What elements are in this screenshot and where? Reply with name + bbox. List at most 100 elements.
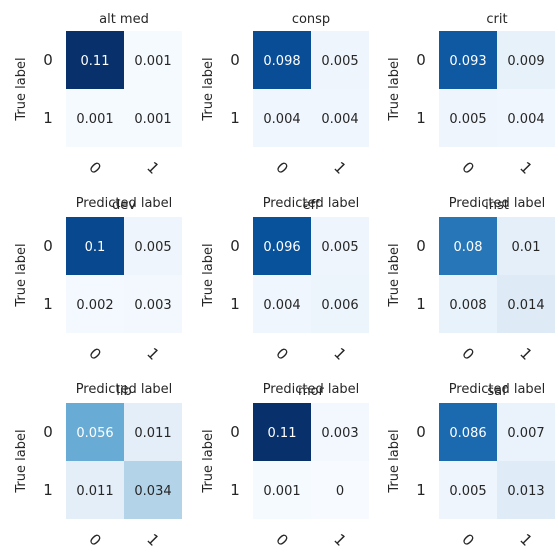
y-axis-label: True label	[14, 57, 29, 121]
panel-title: eff	[303, 198, 321, 213]
y-axis-label: True label	[14, 429, 29, 493]
cell-value-label: 0.011	[76, 484, 113, 499]
y-tick-label: 1	[43, 295, 53, 313]
heatmap-cell-1-1	[497, 89, 555, 147]
x-tick-label: 0	[458, 158, 477, 177]
cell-value-label: 0.003	[321, 426, 358, 441]
x-axis-label: Predicted label	[76, 196, 173, 211]
x-tick-label: 0	[272, 344, 291, 363]
cell-value-label: 0.086	[449, 426, 486, 441]
cell-value-label: 0.093	[449, 54, 486, 69]
cell-value-label: 0.004	[263, 112, 300, 127]
cell-value-label: 0.011	[134, 426, 171, 441]
cell-value-label: 0.001	[134, 54, 171, 69]
x-tick-label: 1	[143, 158, 162, 177]
y-axis-label: True label	[201, 429, 216, 493]
x-tick-label: 0	[85, 344, 104, 363]
y-tick-label: 0	[230, 423, 240, 441]
y-tick-label: 1	[416, 109, 426, 127]
panel-eff: eff 0.096 0.005 0.004 0.006 0 1 0 1 Predicted lab…	[201, 198, 369, 397]
y-axis-label: True label	[201, 57, 216, 121]
cell-value-label: 0.009	[507, 54, 544, 69]
panel-title: crit	[486, 12, 507, 27]
panel-title: alt med	[99, 12, 149, 27]
panel-saf: saf 0.086 0.007 0.005 0.013 0 1 0 1 Predicted lab…	[387, 384, 555, 550]
x-tick-label: 1	[143, 344, 162, 363]
heatmap-cell-1-0	[439, 275, 497, 333]
heatmap-cell-0-0	[253, 403, 311, 461]
cell-value-label: 0.005	[134, 240, 171, 255]
y-axis-label: True label	[387, 57, 402, 121]
x-tick-label: 1	[330, 344, 349, 363]
heatmap-cell-1-1	[311, 89, 369, 147]
panel-alt-med: alt med 0.11 0.001 0.001 0.001 0 1 0 1 Predicted …	[14, 12, 182, 211]
x-tick-label: 0	[458, 344, 477, 363]
cell-value-label: 0	[336, 484, 344, 499]
heatmap-cell-1-1	[497, 461, 555, 519]
cell-value-label: 0.08	[454, 240, 483, 255]
heatmap-cell-1-0	[253, 89, 311, 147]
x-tick-label: 0	[85, 158, 104, 177]
y-axis-label: True label	[14, 243, 29, 307]
cell-value-label: 0.1	[85, 240, 106, 255]
y-tick-label: 0	[43, 423, 53, 441]
x-tick-label: 1	[330, 158, 349, 177]
y-tick-label: 1	[43, 109, 53, 127]
cell-value-label: 0.013	[507, 484, 544, 499]
y-axis-label: True label	[387, 243, 402, 307]
cell-value-label: 0.002	[76, 298, 113, 313]
cell-value-label: 0.004	[321, 112, 358, 127]
y-tick-label: 0	[230, 51, 240, 69]
panel-title: mor	[298, 384, 325, 399]
heatmap-cell-1-0	[66, 461, 124, 519]
y-tick-label: 0	[43, 51, 53, 69]
x-tick-label: 1	[516, 530, 535, 549]
panel-title: lib	[116, 384, 131, 399]
panel-crit: crit 0.093 0.009 0.005 0.004 0 1 0 1 Predicted la…	[387, 12, 555, 211]
heatmap-cell-1-0	[253, 275, 311, 333]
panel-consp: consp 0.098 0.005 0.004 0.004 0 1 0 1 Predicted l…	[201, 12, 369, 211]
heatmap-cell-0-0	[439, 403, 497, 461]
cell-value-label: 0.005	[449, 112, 486, 127]
x-tick-label: 1	[516, 158, 535, 177]
cell-value-label: 0.004	[263, 298, 300, 313]
y-tick-label: 0	[43, 237, 53, 255]
x-tick-label: 0	[85, 530, 104, 549]
panel-title: inst	[485, 198, 509, 213]
heatmap-cell-0-0	[66, 31, 124, 89]
heatmap-cell-0-0	[253, 31, 311, 89]
cell-value-label: 0.006	[321, 298, 358, 313]
heatmap-cell-0-0	[66, 217, 124, 275]
heatmap-cell-1-0	[66, 275, 124, 333]
panel-mor: mor 0.11 0.003 0.001 0 0 1 0 1 Predicted label Tru…	[201, 384, 369, 550]
cell-value-label: 0.003	[134, 298, 171, 313]
heatmap-cell-1-0	[439, 461, 497, 519]
heatmap-cell-0-1	[124, 217, 182, 275]
panel-title: consp	[292, 12, 330, 27]
panel-title: saf	[487, 384, 507, 399]
x-axis-label: Predicted label	[449, 382, 546, 397]
cell-value-label: 0.098	[263, 54, 300, 69]
x-tick-label: 0	[272, 530, 291, 549]
cell-value-label: 0.01	[512, 240, 541, 255]
cell-value-label: 0.005	[321, 54, 358, 69]
cell-value-label: 0.001	[134, 112, 171, 127]
cell-value-label: 0.005	[449, 484, 486, 499]
y-tick-label: 0	[416, 237, 426, 255]
cell-value-label: 0.004	[507, 112, 544, 127]
heatmap-cell-0-1	[124, 31, 182, 89]
x-axis-label: Predicted label	[76, 382, 173, 397]
heatmap-cell-1-0	[253, 461, 311, 519]
heatmap-cell-1-1	[124, 89, 182, 147]
x-axis-label: Predicted label	[449, 196, 546, 211]
y-axis-label: True label	[201, 243, 216, 307]
cell-value-label: 0.008	[449, 298, 486, 313]
y-tick-label: 1	[416, 295, 426, 313]
y-tick-label: 1	[230, 295, 240, 313]
y-tick-label: 0	[416, 423, 426, 441]
heatmap-cell-0-1	[124, 403, 182, 461]
heatmap-cell-1-1	[497, 275, 555, 333]
cell-value-label: 0.034	[134, 484, 171, 499]
panel-dev: dev 0.1 0.005 0.002 0.003 0 1 0 1 Predicted label…	[14, 198, 182, 397]
x-tick-label: 0	[458, 530, 477, 549]
